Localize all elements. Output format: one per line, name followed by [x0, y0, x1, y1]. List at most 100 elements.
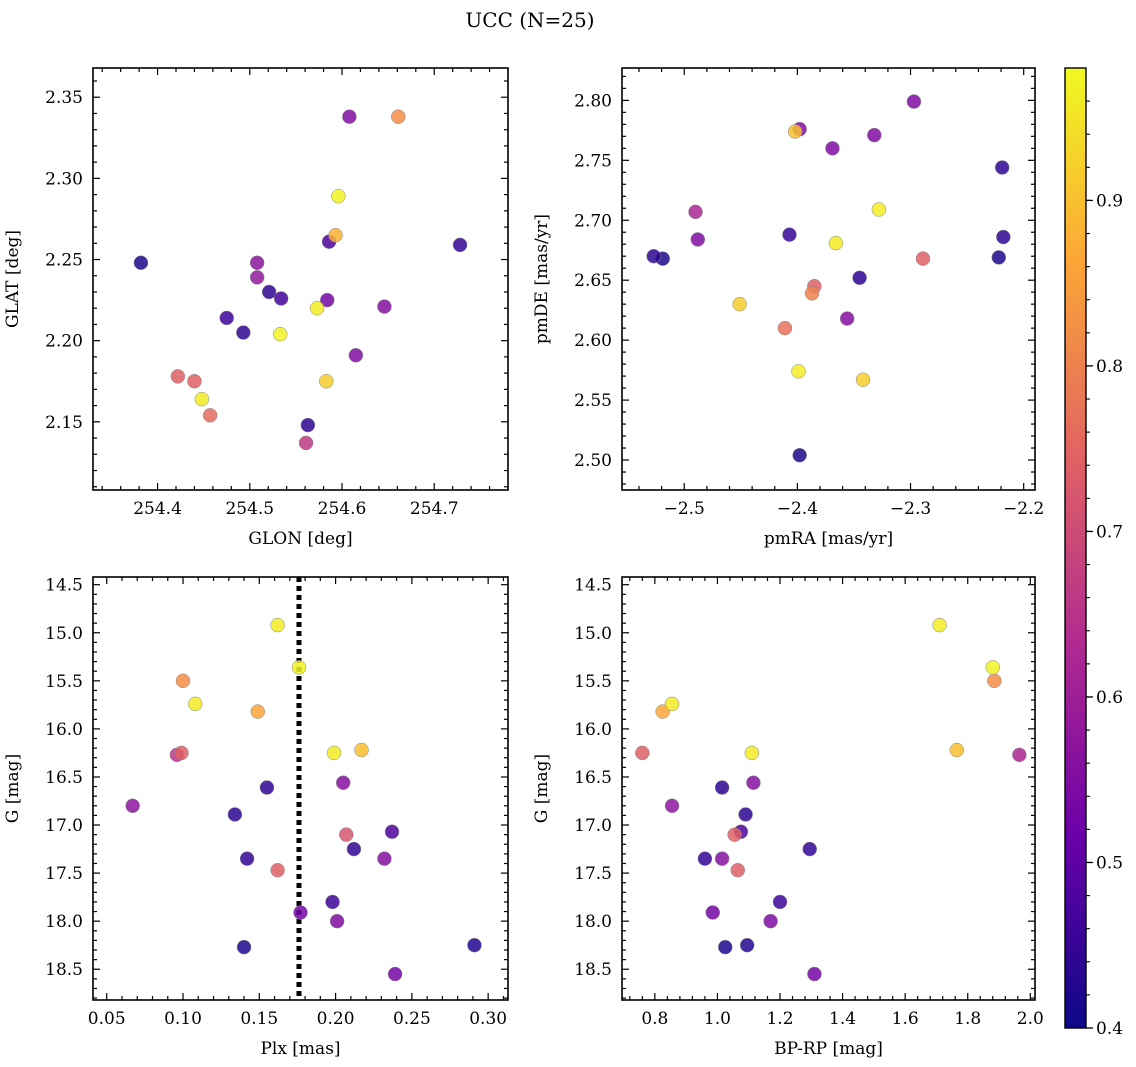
y-axis-label: GLAT [deg]	[3, 230, 23, 328]
scatter-point	[646, 248, 661, 264]
plot-frame	[621, 576, 1036, 1001]
scatter-point	[249, 270, 265, 285]
scatter-point	[763, 913, 778, 929]
y-tick-label: 15.5	[45, 672, 83, 692]
y-tick-label: 15.0	[45, 624, 83, 644]
scatter-point	[325, 894, 340, 910]
scatter-point	[377, 851, 392, 866]
scatter-point	[804, 286, 820, 301]
x-tick-label: 0.20	[317, 1009, 355, 1029]
scatter-point	[802, 841, 817, 857]
scatter-point	[839, 311, 855, 326]
scatter-point	[664, 798, 680, 814]
x-tick-label: 254.6	[318, 499, 367, 519]
scatter-point	[335, 775, 351, 790]
scatter-point	[236, 939, 252, 955]
scatter-point	[384, 824, 400, 840]
scatter-point	[949, 742, 965, 758]
scatter-point	[272, 326, 288, 342]
plot-frame	[621, 67, 1036, 491]
scatter-point	[452, 237, 468, 253]
panel-bprp-g: 0.8 1.0 1.2 1.4 1.6 1.8 2.0 14.5 15.0 15.5 16.0 16.…	[532, 576, 1044, 1059]
x-tick-label: 1.2	[766, 1009, 793, 1029]
scatter-point	[187, 696, 203, 712]
scatter-point	[331, 188, 346, 204]
scatter-point	[170, 369, 186, 384]
scatter-point	[871, 202, 887, 217]
scatter-point	[985, 660, 1001, 675]
scatter-point	[202, 408, 218, 423]
y-tick-label: 2.70	[574, 211, 612, 231]
scatter-point	[326, 745, 342, 761]
scatter-point	[291, 660, 307, 675]
scatter-point	[467, 937, 482, 953]
y-tick-label: 2.80	[574, 91, 612, 111]
y-tick-label: 18.5	[45, 960, 83, 980]
scatter-point	[791, 364, 806, 379]
scatter-point	[738, 807, 753, 822]
y-tick-label: 16.0	[574, 720, 612, 740]
scatter-point	[690, 232, 706, 247]
y-tick-label: 2.65	[574, 271, 612, 291]
scatter-point	[782, 227, 797, 242]
x-tick-label: 1.0	[704, 1009, 731, 1029]
scatter-point	[270, 862, 285, 878]
x-tick-label: 0.25	[393, 1009, 431, 1029]
plot-frame	[92, 67, 509, 491]
y-axis-label: G [mag]	[3, 754, 23, 823]
x-axis-label: pmRA [mas/yr]	[764, 529, 893, 549]
panel-pmra-pmde: −2.5 −2.4 −2.3 −2.2 2.50 2.55 2.60 2.65 2.70 2.75…	[532, 67, 1044, 549]
scatter-point	[996, 229, 1011, 245]
scatter-point	[329, 913, 345, 929]
scatter-point	[746, 775, 761, 790]
y-tick-label: 2.60	[574, 331, 612, 351]
y-tick-label: 2.75	[574, 151, 612, 171]
scatter-point	[915, 251, 931, 266]
scatter-point	[298, 435, 314, 451]
y-tick-label: 17.0	[45, 816, 83, 836]
scatter-point	[194, 391, 210, 407]
x-tick-label: −2.4	[777, 499, 818, 519]
x-tick-label: 254.4	[133, 499, 182, 519]
scatter-point	[787, 124, 803, 139]
scatter-point	[1012, 747, 1027, 763]
scatter-point	[346, 841, 362, 857]
scatter-point	[906, 94, 922, 109]
x-tick-label: 254.5	[225, 499, 274, 519]
x-axis-label: Plx [mas]	[260, 1039, 340, 1059]
scatter-point	[635, 745, 650, 761]
x-tick-label: 254.7	[410, 499, 459, 519]
scatter-point	[174, 745, 189, 761]
scatter-point	[714, 851, 730, 866]
scatter-point	[133, 255, 149, 271]
scatter-point	[319, 374, 334, 389]
scatter-point	[391, 109, 406, 124]
figure-title: UCC (N=25)	[465, 8, 594, 32]
x-tick-label: 0.8	[641, 1009, 668, 1029]
y-tick-label: 14.5	[574, 576, 612, 596]
scatter-point	[991, 250, 1007, 265]
colorbar: 0.4 0.5 0.6 0.7 0.8 0.9	[1064, 67, 1123, 1039]
scatter-point	[718, 939, 733, 955]
scatter-point	[270, 617, 285, 633]
y-tick-label: 2.15	[45, 413, 83, 433]
scatter-point	[377, 299, 392, 314]
scatter-point	[319, 292, 335, 308]
scatter-point	[714, 780, 730, 795]
scatter-point	[259, 780, 275, 795]
panel-glon-glat: 254.4 254.5 254.6 254.7 2.15 2.20 2.25 2.30 2.35…	[3, 67, 509, 549]
scatter-point	[342, 109, 357, 124]
y-tick-label: 17.5	[45, 864, 83, 884]
scatter-point	[825, 141, 840, 156]
y-tick-label: 14.5	[45, 576, 83, 596]
x-tick-label: 1.8	[954, 1009, 981, 1029]
scatter-point	[664, 696, 680, 712]
scatter-point	[807, 966, 822, 982]
x-axis-label: GLON [deg]	[248, 529, 352, 549]
y-tick-label: 2.20	[45, 332, 83, 352]
x-tick-label: 0.15	[240, 1009, 278, 1029]
scatter-point	[730, 862, 746, 878]
scatter-point	[772, 894, 788, 910]
y-axis-label: pmDE [mas/yr]	[532, 214, 552, 344]
scatter-point	[744, 745, 760, 761]
